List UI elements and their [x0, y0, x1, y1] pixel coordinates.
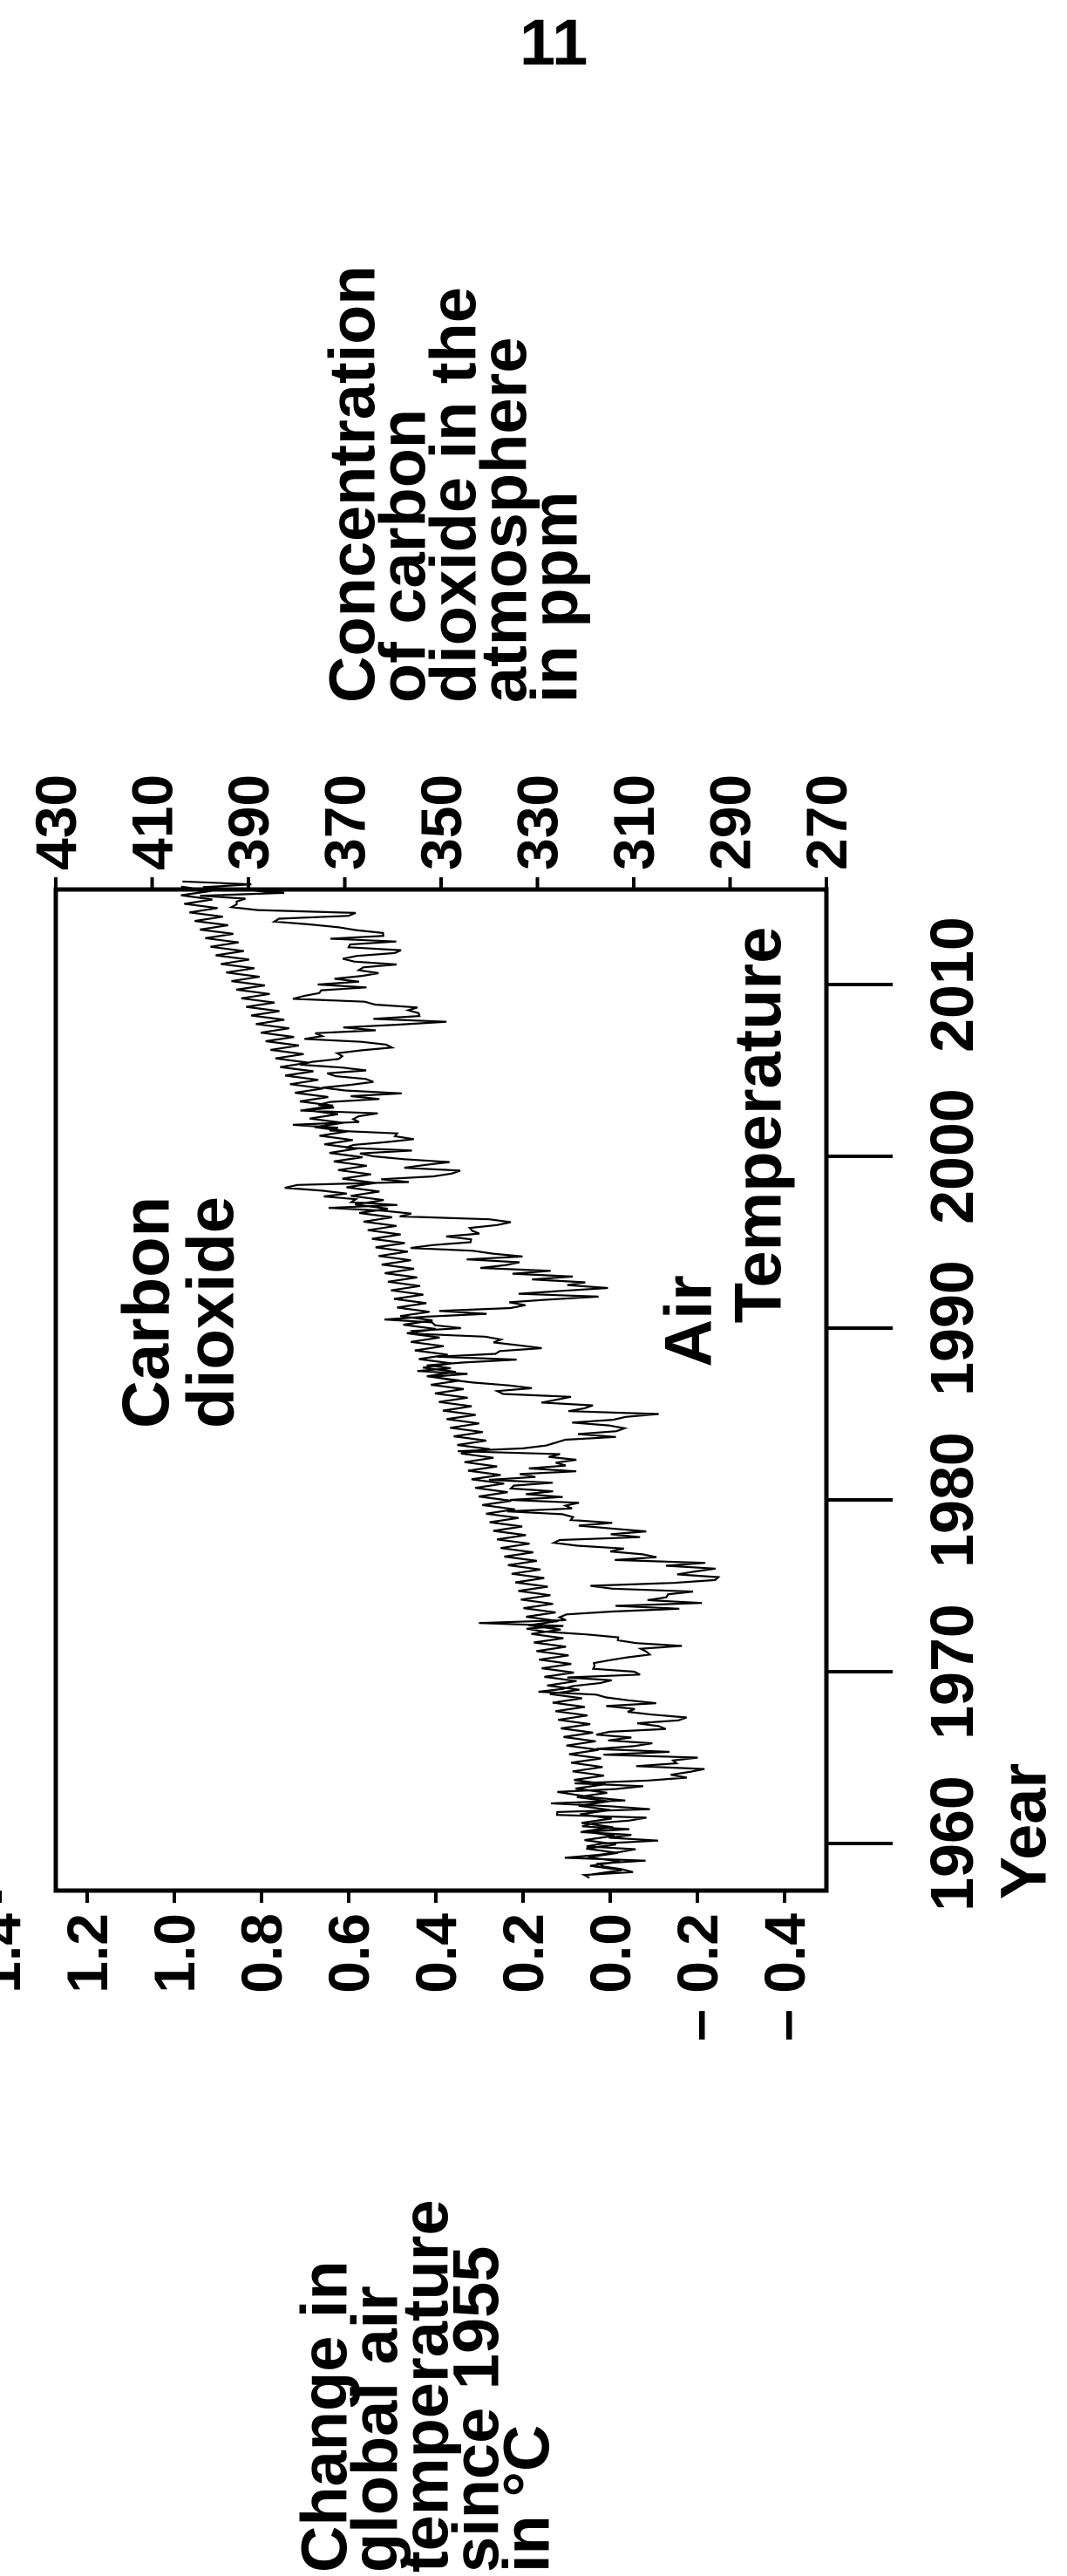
temperature-annotation-line: Temperature [722, 927, 796, 1324]
year-axis-tick-label: 2000 [918, 1088, 986, 1224]
year-axis-title: Year [988, 1763, 1060, 1899]
left-axis-title-line: temperature [390, 2199, 462, 2573]
left-axis-title-line: since 1955 [440, 2246, 513, 2573]
left-axis-tick-label: 0.4 [404, 1913, 468, 1993]
left-axis-tick-label: 1.4 [0, 1913, 32, 1993]
left-axis-tick-label: 0.0 [578, 1913, 642, 1993]
series-layer [180, 880, 721, 1879]
right-axis-tick-label: 370 [313, 774, 377, 870]
right-axis-tick-label: 350 [409, 774, 473, 870]
left-axis-title-line: global air [339, 2286, 411, 2573]
left-axis-tick-label: 0.2 [491, 1913, 555, 1993]
page-number: 11 [520, 6, 588, 78]
left-axis-title-line: Change in [289, 2260, 361, 2573]
right-axis-title-line: atmosphere [468, 337, 540, 703]
right-axis-tick-label: 270 [794, 774, 859, 870]
right-axis-tick-label: 430 [24, 774, 88, 870]
right-axis-tick-label: 390 [216, 774, 281, 870]
left-axis-tick-label: 0.8 [229, 1913, 294, 1993]
temperature-series-line [182, 880, 721, 1879]
year-axis-tick-label: 1970 [918, 1604, 986, 1740]
right-axis-tick-label: 290 [698, 774, 763, 870]
left-axis-tick-label: 1.0 [142, 1913, 207, 1993]
co2-annotation-line: Carbon [110, 1196, 184, 1428]
right-axis-tick-label: 330 [506, 774, 570, 870]
right-axis-title-line: of carbon [367, 409, 439, 703]
year-axis-tick-label: 2010 [918, 917, 986, 1053]
left-axis-tick-label: 0.6 [316, 1913, 381, 1993]
right-axis-title-line: dioxide in the [418, 287, 490, 703]
left-axis-tick-label: – 0.2 [665, 1913, 730, 2041]
left-axis-tick-label: – 0.4 [752, 1913, 817, 2041]
left-axis-title-line: in °C [491, 2425, 563, 2573]
right-axis-tick-label: 410 [120, 774, 185, 870]
temperature-annotation-line: Air [652, 1275, 726, 1367]
right-axis-tick-label: 310 [601, 774, 666, 870]
left-axis-tick-label: 1.2 [55, 1913, 119, 1993]
right-axis-title-line: Concentration [316, 265, 389, 703]
axis-layer: 1.4 1.2 1.0 0.8 0.6 0.4 0.2 0.0 – 0.2 – 0.4 430 410… [0, 774, 986, 2041]
co2-annotation-line: dioxide [174, 1196, 248, 1428]
right-axis-title-line: in ppm [519, 491, 591, 703]
year-axis-tick-label: 1960 [918, 1775, 986, 1912]
year-axis-tick-label: 1980 [918, 1432, 986, 1568]
year-axis-tick-label: 1990 [918, 1260, 986, 1396]
